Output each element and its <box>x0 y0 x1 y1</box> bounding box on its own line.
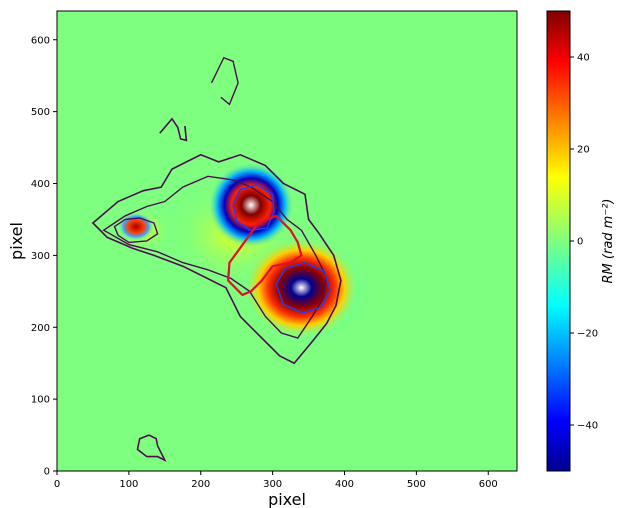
south-blob-contour <box>136 434 167 462</box>
colorbar-tick-label: 20 <box>577 145 590 156</box>
y-tick-label: 300 <box>31 251 50 262</box>
y-tick-label: 600 <box>31 35 50 46</box>
y-axis-label: pixel <box>7 222 26 260</box>
colorbar-tick-label: −40 <box>577 421 598 432</box>
x-tick-label: 400 <box>335 479 354 490</box>
spur-contour <box>210 56 239 106</box>
y-tick-label: 100 <box>31 395 50 406</box>
intensity-contour-left <box>113 217 159 244</box>
y-axis-ticks: 0 100 200 300 400 500 600 <box>31 35 57 478</box>
intensity-contour-outer <box>91 153 342 365</box>
y-tick-label: 0 <box>44 467 50 478</box>
colorbar-label: RM (rad m⁻²) <box>601 199 616 284</box>
rm-map <box>91 56 388 462</box>
x-tick-label: 600 <box>479 479 498 490</box>
core-contour-lower <box>275 261 331 314</box>
x-axis-ticks: 0 100 200 300 400 500 600 <box>54 471 498 490</box>
colorbar-tick-label: 0 <box>577 237 583 248</box>
y-tick-label: 400 <box>31 179 50 190</box>
x-tick-label: 200 <box>191 479 210 490</box>
y-tick-label: 200 <box>31 323 50 334</box>
x-tick-label: 500 <box>407 479 426 490</box>
plot-frame <box>56 10 518 472</box>
filament-contour <box>159 117 188 142</box>
colorbar-tick-label: −20 <box>577 329 598 340</box>
x-tick-label: 0 <box>54 479 60 490</box>
rm-feature <box>243 237 359 339</box>
y-tick-label: 500 <box>31 107 50 118</box>
region-outline <box>226 214 303 297</box>
x-tick-label: 100 <box>119 479 138 490</box>
rm-feature <box>207 161 295 249</box>
core-contour-upper <box>232 184 275 231</box>
x-tick-label: 300 <box>263 479 282 490</box>
colorbar-tick-label: 40 <box>577 53 590 64</box>
colorbar-ticks: −40 −20 0 20 40 <box>570 53 598 432</box>
x-axis-label: pixel <box>268 490 306 508</box>
colorbar <box>546 10 571 472</box>
